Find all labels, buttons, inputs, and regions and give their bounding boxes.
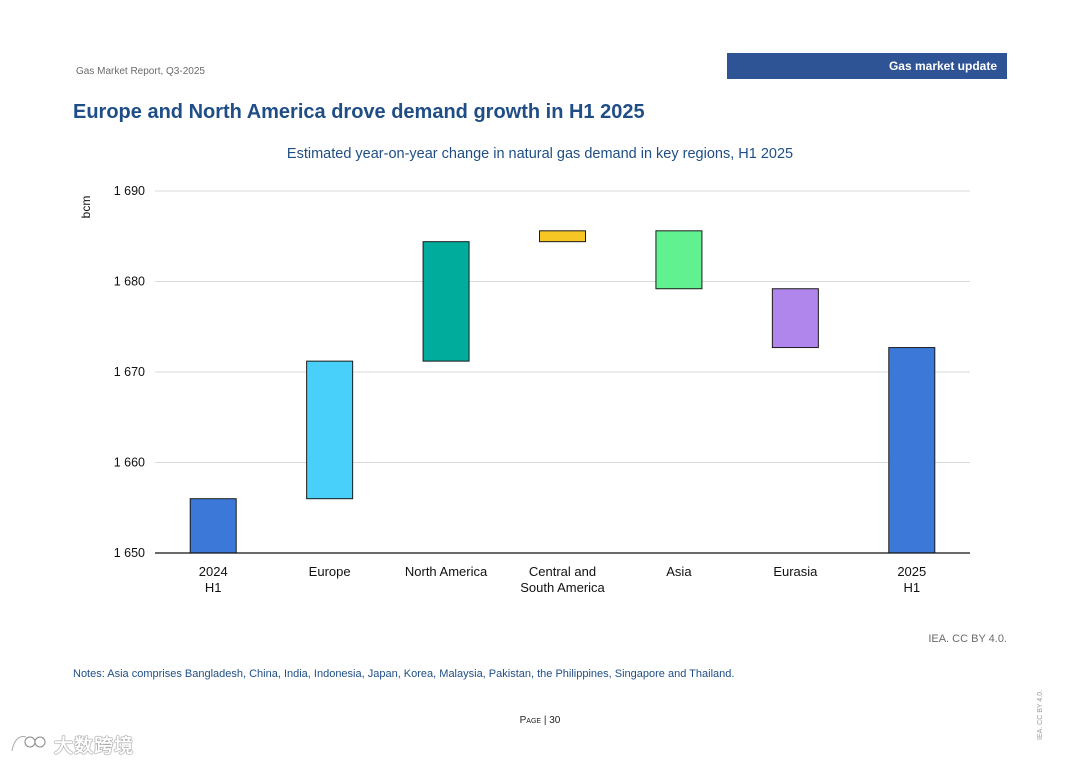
chart-notes: Notes: Asia comprises Bangladesh, China,…	[73, 668, 735, 680]
gridlines	[155, 190, 970, 463]
watermark-text: 大数跨境	[54, 734, 135, 757]
x-tick-label: Eurasia	[773, 564, 818, 579]
section-banner: Gas market update	[727, 53, 1007, 79]
bar-asia	[655, 230, 703, 290]
y-axis-label: bcm	[79, 196, 93, 219]
x-tick-label: Asia	[666, 564, 692, 579]
bar-eurasia	[771, 288, 819, 349]
page-title: Europe and North America drove demand gr…	[73, 101, 645, 123]
bars	[189, 230, 936, 554]
y-tick-label: 1 660	[114, 456, 145, 470]
y-tick-label: 1 680	[114, 275, 145, 289]
page-word: Page	[519, 715, 542, 726]
y-tick-label: 1 650	[114, 546, 145, 560]
x-tick-label: North America	[405, 564, 488, 579]
watermark: 大数跨境	[8, 729, 134, 759]
x-tick-label: Europe	[309, 564, 351, 579]
x-tick-label: Central and	[529, 564, 596, 579]
y-tick-label: 1 690	[114, 184, 145, 198]
side-license: IEA. CC BY 4.0.	[1037, 689, 1044, 740]
page-number: Page | 30	[0, 715, 1080, 726]
page-number-value: | 30	[543, 715, 561, 726]
bar-2024-h1	[189, 498, 237, 554]
x-tick-label: South America	[520, 580, 605, 595]
bar-central-and-south-america	[539, 230, 586, 243]
bar-europe	[306, 360, 354, 500]
eye-logo-icon	[10, 735, 46, 752]
section-banner-label: Gas market update	[888, 59, 997, 73]
x-tick-label: 2024	[199, 564, 228, 579]
x-tick-label: H1	[205, 580, 222, 595]
y-tick-label: 1 670	[114, 365, 145, 379]
chart-title: Estimated year-on-year change in natural…	[287, 146, 793, 162]
bar-north-america	[422, 241, 470, 362]
report-label: Gas Market Report, Q3-2025	[76, 66, 205, 77]
source-credit: IEA. CC BY 4.0.	[928, 633, 1007, 645]
bar-2025-h1	[888, 347, 936, 554]
x-tick-label: H1	[903, 580, 920, 595]
x-tick-label: 2025	[897, 564, 926, 579]
